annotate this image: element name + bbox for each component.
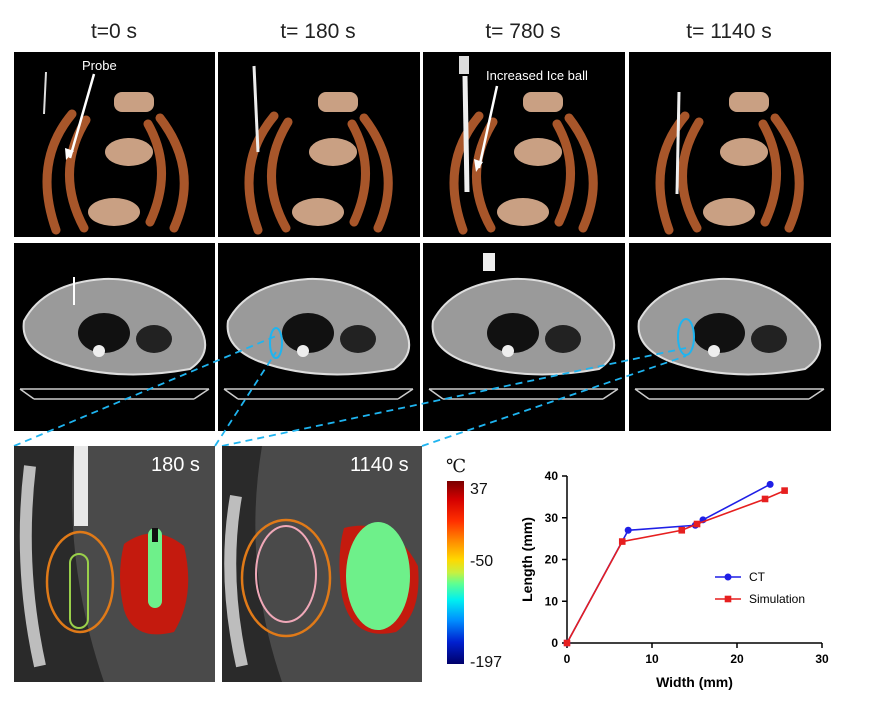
chart-legend: CT Simulation xyxy=(715,570,805,606)
y-tick-label: 30 xyxy=(545,511,559,525)
x-tick-label: 0 xyxy=(564,652,571,666)
ct-slice-t0 xyxy=(14,243,215,431)
data-point-simulation xyxy=(693,520,701,528)
ct-slice-t780 xyxy=(423,243,625,431)
ice-ball-annotation: Increased Ice ball xyxy=(486,68,588,83)
legend-label-simulation: Simulation xyxy=(749,592,805,606)
y-axis-label: Length (mm) xyxy=(519,517,535,602)
ribcage-3d-image xyxy=(42,71,189,235)
data-point-ct xyxy=(624,526,632,534)
time-label-col2: t= 180 s xyxy=(280,20,356,43)
zoom-time-1140s: 1140 s xyxy=(350,454,409,476)
data-point-simulation xyxy=(618,538,626,545)
temperature-colorbar xyxy=(447,481,464,664)
zoom-panel-1140s xyxy=(222,446,422,682)
y-tick-label: 0 xyxy=(551,636,558,650)
y-tick-label: 40 xyxy=(545,469,559,483)
legend-marker xyxy=(724,595,732,603)
series-line-simulation xyxy=(566,489,785,644)
y-tick-label: 10 xyxy=(545,594,559,608)
ct-slice-t180 xyxy=(218,243,420,431)
ct-3d-render-t780 xyxy=(423,52,625,237)
time-label-col3: t= 780 s xyxy=(485,20,561,43)
zoom-time-180s: 180 s xyxy=(151,454,200,476)
legend-marker xyxy=(724,573,732,581)
colorbar-mid: -50 xyxy=(470,553,494,570)
colorbar-min: -197 xyxy=(470,654,503,671)
x-tick-label: 30 xyxy=(815,652,829,666)
colorbar-max: 37 xyxy=(470,481,488,498)
data-point-simulation xyxy=(781,487,788,494)
colorbar-unit: ℃ xyxy=(446,456,467,477)
ice-ball-outline-ct xyxy=(45,530,115,634)
data-point-simulation xyxy=(563,639,571,647)
ct-slice-t1140 xyxy=(629,243,831,431)
ct-3d-render-t180 xyxy=(218,52,420,237)
y-tick-label: 20 xyxy=(545,553,559,567)
ct-3d-render-t0 xyxy=(14,52,215,237)
chart-axes: 0 10 20 30 0 10 20 30 40 Width (mm) Length (mm) xyxy=(519,469,829,690)
data-point-ct xyxy=(766,480,774,488)
x-axis-label: Width (mm) xyxy=(656,674,733,690)
ct-3d-render-t1140 xyxy=(629,52,831,237)
data-point-simulation xyxy=(678,526,686,534)
chart-series xyxy=(563,480,788,647)
ice-ball-outline-sim xyxy=(69,553,89,629)
zoom-panel-180s xyxy=(14,446,215,682)
legend-label-ct: CT xyxy=(749,570,766,584)
x-tick-label: 10 xyxy=(645,652,659,666)
time-label-col4: t= 1140 s xyxy=(686,20,772,43)
length-width-chart: 0 10 20 30 0 10 20 30 40 Width (mm) Length (mm) CT… xyxy=(519,469,829,690)
data-point-simulation xyxy=(761,495,769,503)
time-label-col1: t=0 s xyxy=(90,20,138,43)
probe-annotation: Probe xyxy=(82,58,117,73)
x-tick-label: 20 xyxy=(730,652,744,666)
